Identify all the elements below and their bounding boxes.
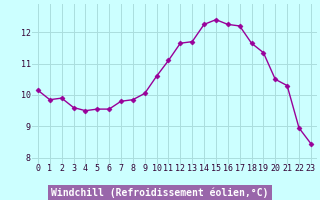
Text: Windchill (Refroidissement éolien,°C): Windchill (Refroidissement éolien,°C): [51, 188, 269, 198]
